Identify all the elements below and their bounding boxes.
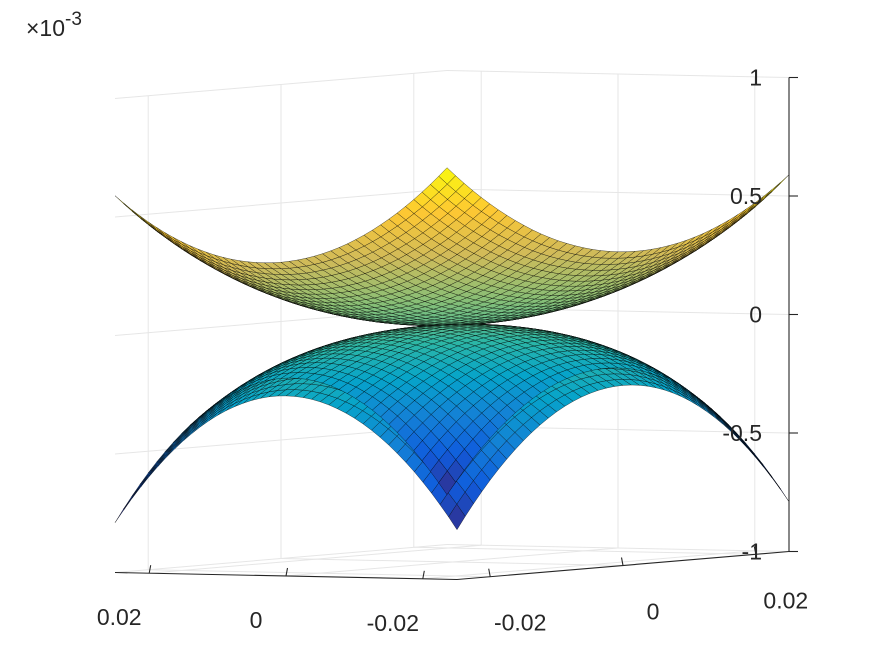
grid-line: [413, 546, 756, 555]
z-exponent-label: ×10-3: [26, 9, 82, 41]
x-tick-label: -0.02: [367, 610, 419, 636]
grid-line: [148, 569, 491, 578]
grid-line: [446, 70, 790, 78]
y-tick-label: 0: [647, 599, 660, 625]
z-tick-label: 0: [749, 302, 762, 328]
y-tick-label: 0.02: [763, 587, 808, 613]
y-tick-mark: [753, 546, 757, 555]
z-exponent-prefix: ×10: [26, 15, 65, 41]
surface-layer: [114, 167, 790, 531]
y-tick-mark: [488, 568, 491, 577]
grid-line: [446, 544, 790, 552]
tick-label-layer: -1 -0.5 0 0.5 1 -0.02 0 0.02 -0.02 0 0.02: [97, 65, 808, 636]
grid-line: [280, 558, 624, 566]
z-tick-label: -0.5: [722, 420, 762, 446]
x-tick-mark: [148, 565, 152, 574]
x-tick-label: 0: [250, 607, 263, 633]
surface-face: [438, 167, 456, 185]
z-tick-label: 0.5: [730, 183, 762, 209]
z-tick-label: 1: [749, 65, 762, 91]
y-tick-label: -0.02: [494, 610, 546, 636]
x-tick-mark: [422, 570, 425, 579]
x-tick-label: 0.02: [97, 604, 142, 630]
z-tick-label: -1: [742, 539, 762, 565]
grid-line: [114, 188, 448, 218]
grid-line: [446, 188, 790, 197]
grid-line: [114, 70, 448, 99]
surface-face: [438, 470, 456, 496]
x-tick-mark: [285, 567, 289, 577]
z-exponent-power: -3: [65, 9, 82, 30]
grid-line: [114, 544, 448, 573]
y-tick-mark: [620, 557, 624, 566]
